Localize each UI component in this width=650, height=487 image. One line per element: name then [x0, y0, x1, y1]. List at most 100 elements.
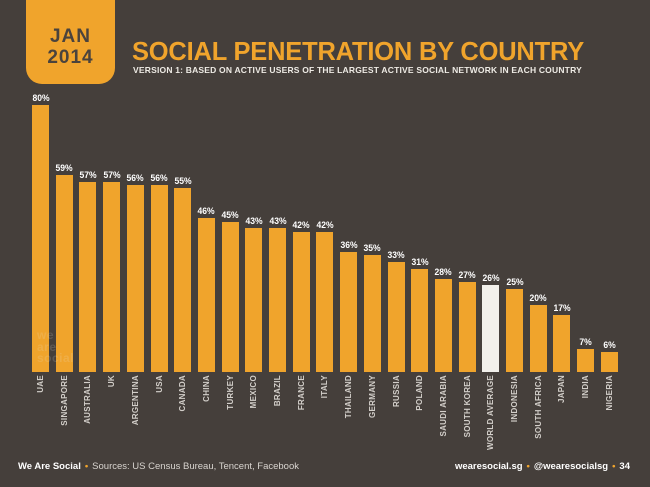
category-label: CANADA	[178, 375, 188, 412]
bar-column: 17%	[553, 92, 571, 372]
footer-page-number: 34	[619, 461, 630, 472]
category-label: AUSTRALIA	[83, 375, 93, 424]
bar-column: 20%	[530, 92, 547, 372]
bar-value-label: 56%	[126, 173, 144, 183]
bar-value-label: 35%	[363, 243, 381, 253]
category-label: NIGERIA	[604, 375, 614, 411]
bar-chart: 80% 59% 57% 57% 56% 56% 55% 46% 45% 43% 43% 42% 42% 3…	[32, 92, 618, 372]
bar	[340, 252, 358, 372]
bar-value-label: 26%	[482, 273, 500, 283]
category-label: SOUTH KOREA	[462, 375, 472, 438]
bar	[529, 305, 547, 372]
bar-value-label: 36%	[340, 240, 358, 250]
category-label: ARGENTINA	[130, 375, 140, 426]
bar	[32, 105, 49, 372]
bar-value-label: 55%	[174, 176, 192, 186]
page-title: SOCIAL PENETRATION BY COUNTRY	[132, 36, 585, 66]
bar-column: 43%	[269, 92, 286, 372]
footer-sources: Sources: US Census Bureau, Tencent, Face…	[92, 461, 300, 472]
bar	[316, 232, 334, 372]
bar-column: 57%	[103, 92, 120, 372]
bar	[553, 315, 571, 372]
bar-value-label: 42%	[292, 220, 310, 230]
bar-value-label: 33%	[387, 250, 405, 260]
bar	[221, 222, 239, 372]
bar-column: 6%	[600, 92, 618, 372]
we-are-social-watermark: we are social	[37, 328, 75, 365]
footer-attribution: We Are Social • Sources: US Census Bureau,…	[18, 461, 299, 472]
category-label: MEXICO	[249, 375, 259, 409]
bar	[245, 228, 263, 372]
bar-value-label: 7%	[579, 337, 592, 347]
bar-highlight	[482, 285, 500, 372]
bar	[577, 349, 595, 372]
bar	[387, 262, 405, 372]
bar-value-label: 42%	[316, 220, 334, 230]
category-label: BRAZIL	[273, 375, 283, 407]
bar-value-label: 57%	[103, 170, 121, 180]
bar-value-label: 28%	[434, 267, 453, 277]
bar	[269, 228, 287, 372]
bar	[434, 279, 452, 372]
category-label: SAUDI ARABIA	[438, 375, 448, 437]
bar-column: 56%	[127, 92, 144, 372]
bar	[79, 182, 97, 372]
category-label: SINGAPORE	[59, 375, 69, 426]
category-label: CHINA	[201, 375, 211, 402]
bar-column: 31%	[411, 92, 428, 372]
bar-column: 46%	[198, 92, 215, 372]
bar-column: 55%	[174, 92, 191, 372]
category-label: TURKEY	[225, 375, 235, 410]
bar-value-label: 45%	[221, 210, 239, 220]
bar	[506, 289, 524, 372]
bar-column: 42%	[293, 92, 310, 372]
bar	[292, 232, 310, 372]
bar-column: 27%	[459, 92, 476, 372]
bar-value-label: 43%	[268, 216, 287, 226]
bar	[174, 188, 192, 372]
bar	[600, 352, 618, 372]
category-label: WORLD AVERAGE	[486, 375, 496, 451]
category-label: UAE	[36, 375, 45, 393]
bar-column: 7%	[577, 92, 595, 372]
bar-value-label: 31%	[411, 257, 429, 267]
date-badge: JAN 2014	[26, 0, 115, 84]
bar-value-label: 57%	[79, 170, 97, 180]
bar	[55, 175, 73, 372]
bar	[458, 282, 476, 372]
category-label: INDONESIA	[510, 375, 520, 423]
bar-column: 33%	[387, 92, 405, 372]
category-label: POLAND	[415, 375, 425, 411]
bar-column: 35%	[364, 92, 381, 372]
bar-value-label: 59%	[55, 163, 73, 173]
date-badge-year: 2014	[47, 47, 94, 68]
category-label: UK	[107, 375, 117, 388]
bar-value-label: 80%	[31, 93, 50, 103]
bar-value-label: 25%	[506, 277, 524, 287]
category-label: FRANCE	[296, 375, 306, 411]
bar	[150, 185, 168, 372]
bar-value-label: 56%	[150, 173, 168, 183]
category-label: RUSSIA	[391, 375, 401, 408]
category-label: JAPAN	[557, 375, 567, 404]
bar-column: 25%	[506, 92, 523, 372]
bar-column: 43%	[245, 92, 262, 372]
bar-column: 59%	[56, 92, 73, 372]
bar-column: 26%	[482, 92, 499, 372]
bar-column: 36%	[340, 92, 357, 372]
footer-handle: @wearesocialsg	[533, 461, 609, 472]
bar-column: 45%	[222, 92, 239, 372]
bar-column: 57%	[79, 92, 96, 372]
category-label: GERMANY	[367, 375, 377, 418]
bar-column: 80%	[32, 92, 49, 372]
bar-value-label: 43%	[245, 216, 263, 226]
page-subtitle: VERSION 1: BASED ON ACTIVE USERS OF THE …	[133, 65, 582, 75]
footer-brand: We Are Social	[18, 461, 81, 472]
bar-column: 42%	[316, 92, 334, 372]
bar-value-label: 6%	[603, 340, 616, 350]
bar	[411, 269, 429, 372]
bar	[126, 185, 144, 372]
footer-separator: •	[526, 461, 530, 472]
bar-value-label: 17%	[553, 303, 571, 313]
